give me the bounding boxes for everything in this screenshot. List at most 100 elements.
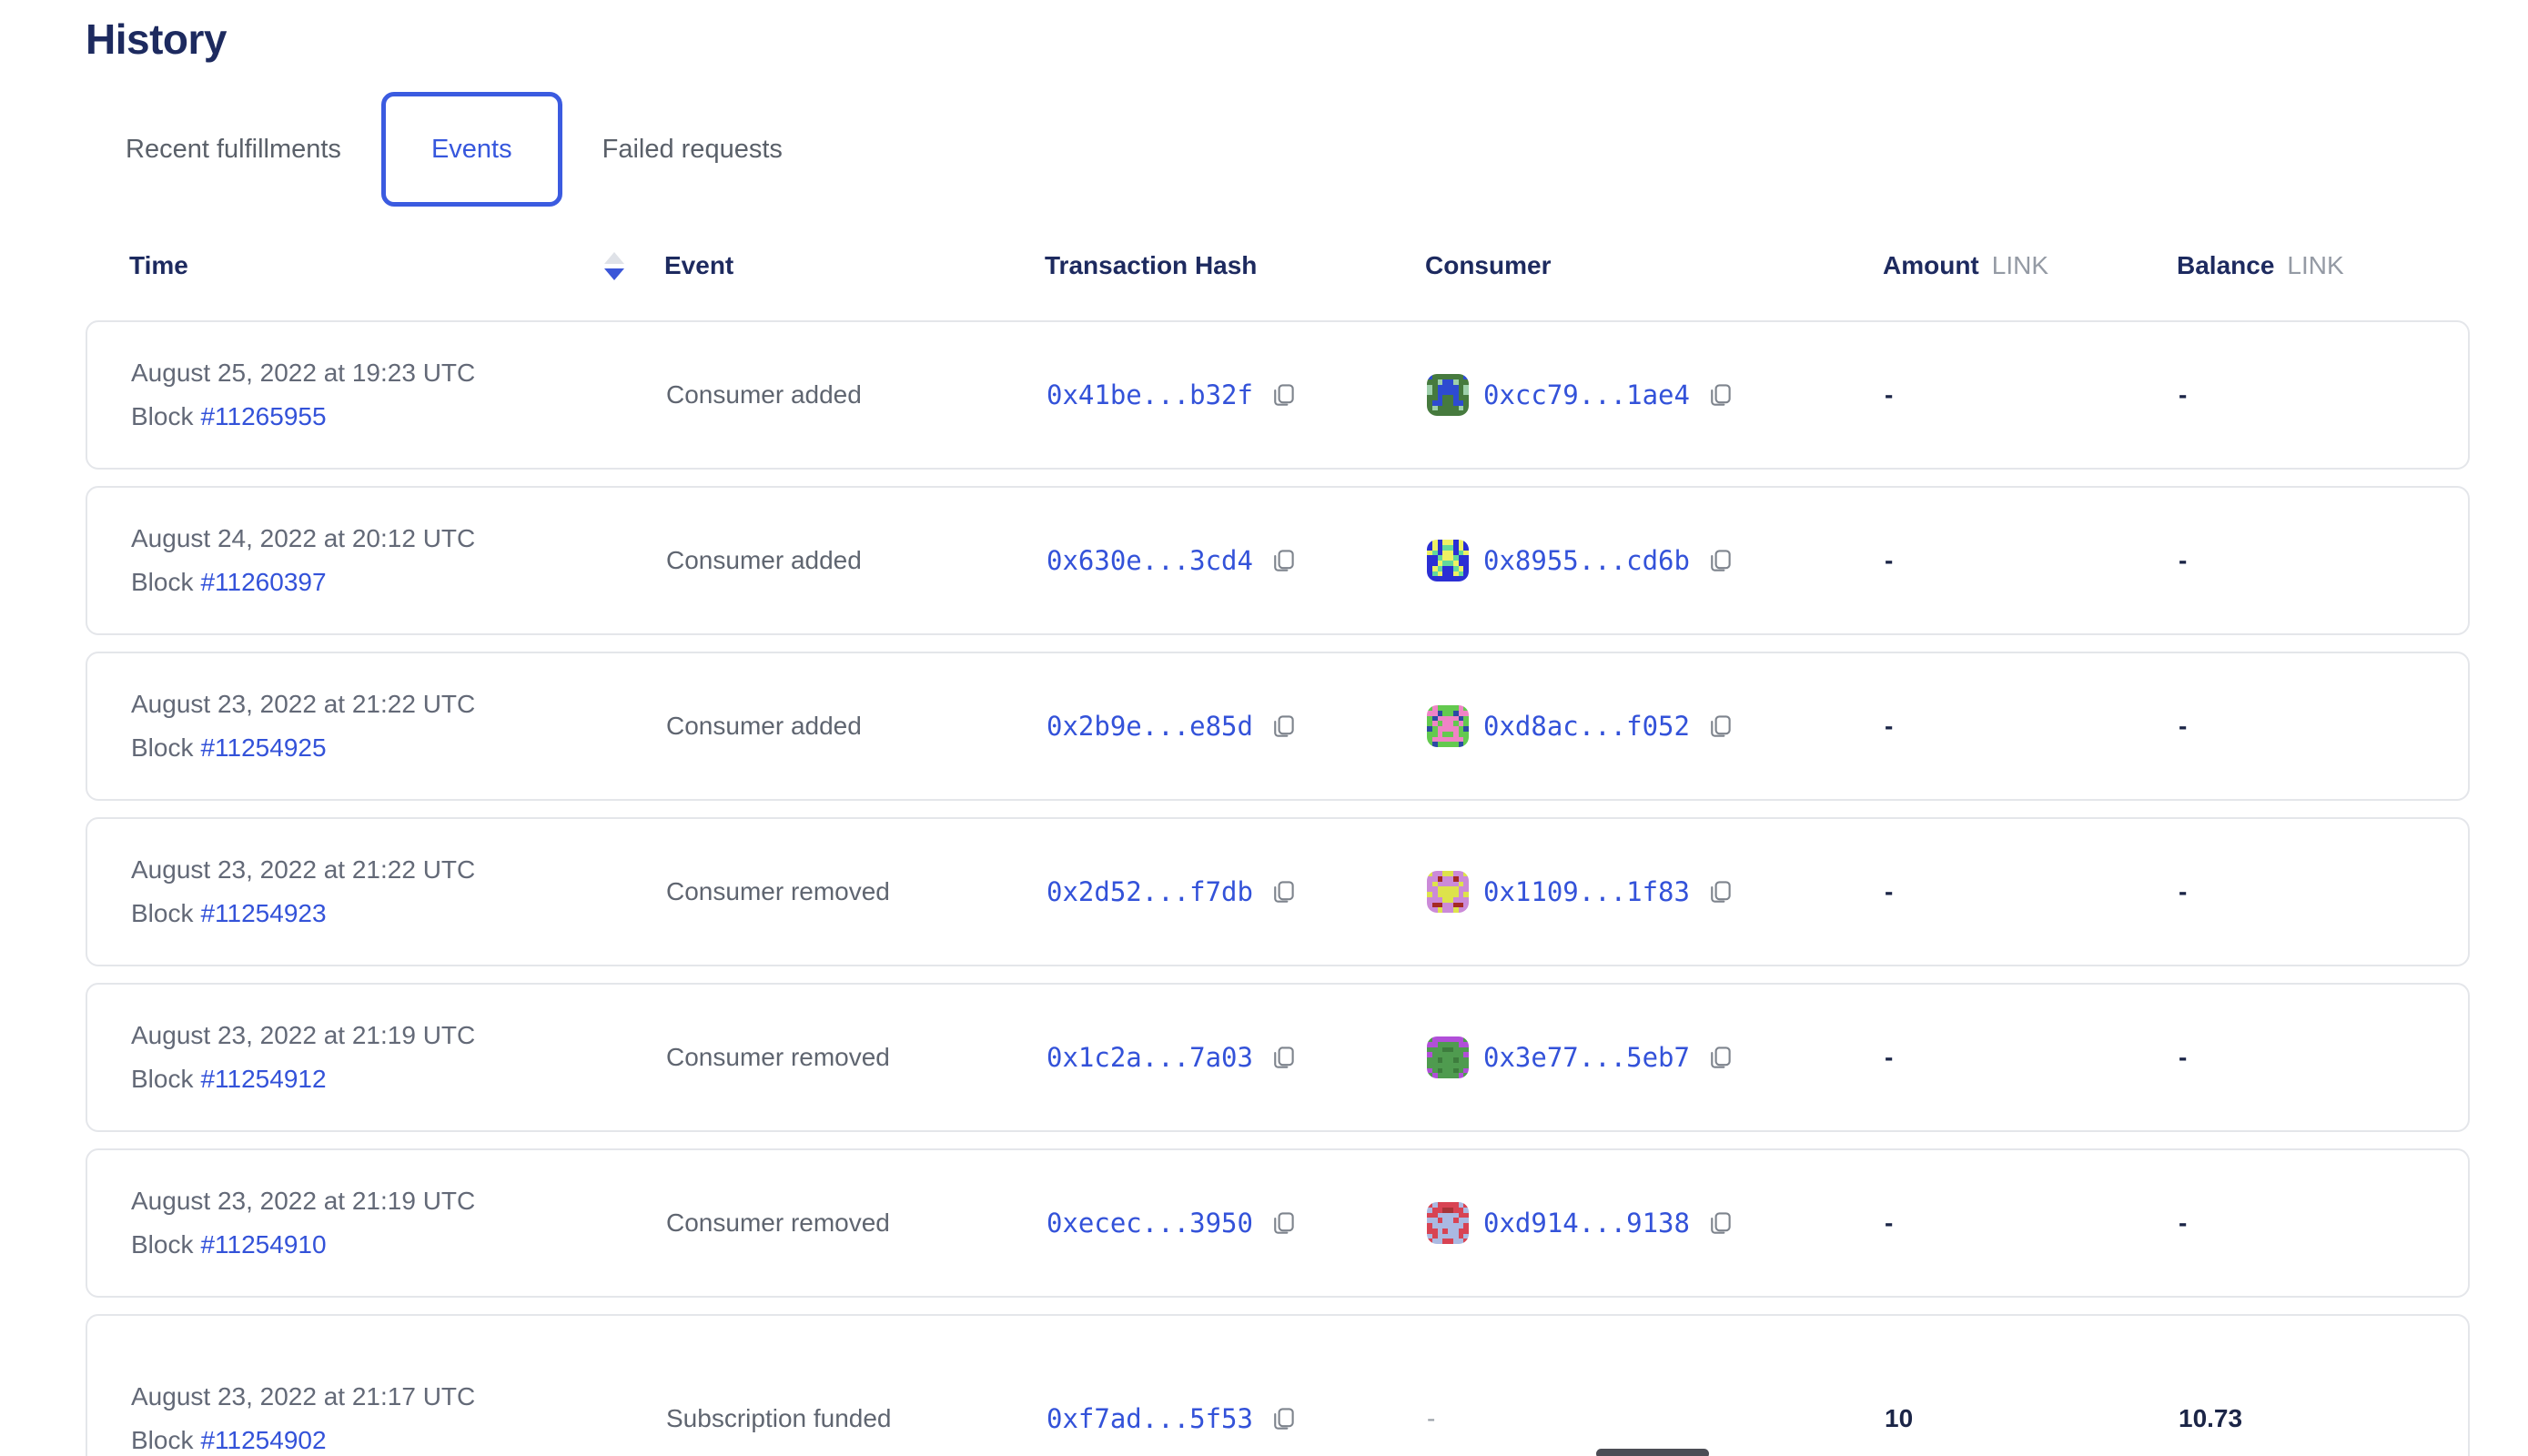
balance-unit-label: LINK <box>2287 251 2344 279</box>
column-header-transaction-hash: Transaction Hash <box>1045 251 1258 279</box>
time-cell: August 24, 2022 at 20:12 UTC Block #11260… <box>131 524 666 597</box>
block-label: Block <box>131 1065 194 1093</box>
block-line: Block #11254912 <box>131 1065 666 1094</box>
transaction-hash-link[interactable]: 0xecec...3950 <box>1047 1208 1253 1239</box>
block-line: Block #11265955 <box>131 402 666 431</box>
time-cell: August 23, 2022 at 21:22 UTC Block #11254… <box>131 690 666 763</box>
block-label: Block <box>131 733 194 762</box>
block-line: Block #11254902 <box>131 1426 666 1455</box>
copy-icon[interactable] <box>1706 547 1734 574</box>
block-number-link[interactable]: #11254925 <box>200 733 327 762</box>
copy-icon[interactable] <box>1269 1209 1297 1237</box>
row-timestamp: August 23, 2022 at 21:22 UTC <box>131 690 476 718</box>
event-type: Consumer added <box>666 546 862 574</box>
copy-icon[interactable] <box>1706 1209 1734 1237</box>
copy-icon[interactable] <box>1269 878 1297 905</box>
transaction-hash-cell: 0xecec...3950 <box>1047 1208 1427 1239</box>
transaction-hash-link[interactable]: 0x1c2a...7a03 <box>1047 1042 1253 1073</box>
consumer-cell: 0xcc79...1ae4 <box>1427 374 1885 416</box>
event-type: Subscription funded <box>666 1404 892 1432</box>
table-row: August 24, 2022 at 20:12 UTC Block #11260… <box>86 486 2470 635</box>
table-row: August 23, 2022 at 21:17 UTC Block #11254… <box>86 1314 2470 1456</box>
event-type: Consumer removed <box>666 877 890 905</box>
block-label: Block <box>131 899 194 927</box>
consumer-address-link[interactable]: 0xcc79...1ae4 <box>1483 379 1690 410</box>
balance-value: - <box>2179 380 2188 409</box>
block-label: Block <box>131 1426 194 1454</box>
block-label: Block <box>131 402 194 430</box>
block-number-link[interactable]: #11265955 <box>200 402 327 430</box>
consumer-identicon <box>1427 540 1469 581</box>
balance-value: - <box>2179 1208 2188 1237</box>
copy-icon[interactable] <box>1706 381 1734 409</box>
balance-value: - <box>2179 877 2188 905</box>
consumer-address-link[interactable]: 0xd914...9138 <box>1483 1208 1690 1239</box>
time-cell: August 23, 2022 at 21:19 UTC Block #11254… <box>131 1021 666 1094</box>
block-line: Block #11254910 <box>131 1230 666 1259</box>
consumer-empty-value: - <box>1427 1404 1436 1432</box>
tab-events[interactable]: Events <box>380 92 562 207</box>
consumer-address-link[interactable]: 0x8955...cd6b <box>1483 545 1690 576</box>
transaction-hash-link[interactable]: 0x630e...3cd4 <box>1047 545 1253 576</box>
block-number-link[interactable]: #11254902 <box>200 1426 327 1454</box>
table-row: August 23, 2022 at 21:22 UTC Block #11254… <box>86 652 2470 801</box>
sort-indicator[interactable] <box>604 251 624 280</box>
copy-icon[interactable] <box>1706 713 1734 740</box>
transaction-hash-link[interactable]: 0xf7ad...5f53 <box>1047 1403 1253 1434</box>
block-number-link[interactable]: #11260397 <box>200 568 327 596</box>
consumer-cell: 0x8955...cd6b <box>1427 540 1885 581</box>
transaction-hash-link[interactable]: 0x2d52...f7db <box>1047 876 1253 907</box>
transaction-hash-cell: 0x41be...b32f <box>1047 379 1427 410</box>
time-cell: August 23, 2022 at 21:22 UTC Block #11254… <box>131 855 666 928</box>
block-number-link[interactable]: #11254923 <box>200 899 327 927</box>
block-line: Block #11254925 <box>131 733 666 763</box>
transaction-hash-link[interactable]: 0x41be...b32f <box>1047 379 1253 410</box>
transaction-hash-cell: 0x2d52...f7db <box>1047 876 1427 907</box>
amount-value: - <box>1885 712 1894 740</box>
time-cell: August 23, 2022 at 21:19 UTC Block #11254… <box>131 1187 666 1259</box>
column-header-time[interactable]: Time <box>129 251 664 280</box>
transaction-hash-cell: 0x630e...3cd4 <box>1047 545 1427 576</box>
tab-failed-requests[interactable]: Failed requests <box>602 134 783 164</box>
consumer-cell: 0x1109...1f83 <box>1427 871 1885 913</box>
transaction-hash-cell: 0x1c2a...7a03 <box>1047 1042 1427 1073</box>
transaction-hash-link[interactable]: 0x2b9e...e85d <box>1047 711 1253 742</box>
time-cell: August 25, 2022 at 19:23 UTC Block #11265… <box>131 359 666 431</box>
consumer-identicon <box>1427 705 1469 747</box>
row-timestamp: August 23, 2022 at 21:17 UTC <box>131 1382 476 1410</box>
copy-icon[interactable] <box>1706 878 1734 905</box>
consumer-address-link[interactable]: 0x1109...1f83 <box>1483 876 1690 907</box>
amount-label: Amount <box>1883 251 1979 279</box>
balance-value: - <box>2179 546 2188 574</box>
copy-icon[interactable] <box>1269 1405 1297 1432</box>
consumer-address-link[interactable]: 0xd8ac...f052 <box>1483 711 1690 742</box>
event-type: Consumer added <box>666 380 862 409</box>
consumer-identicon <box>1427 1202 1469 1244</box>
copy-icon[interactable] <box>1706 1044 1734 1071</box>
horizontal-scrollbar-thumb[interactable] <box>1596 1449 1709 1456</box>
block-number-link[interactable]: #11254910 <box>200 1230 327 1259</box>
column-header-time-label: Time <box>129 251 188 279</box>
column-header-amount: Amount LINK <box>1883 251 2177 280</box>
copy-icon[interactable] <box>1269 1044 1297 1071</box>
sort-descending-icon <box>604 268 624 280</box>
copy-icon[interactable] <box>1269 547 1297 574</box>
balance-value: - <box>2179 712 2188 740</box>
consumer-identicon <box>1427 871 1469 913</box>
copy-icon[interactable] <box>1269 713 1297 740</box>
copy-icon[interactable] <box>1269 381 1297 409</box>
sort-ascending-icon <box>604 251 624 264</box>
block-line: Block #11254923 <box>131 899 666 928</box>
amount-value: - <box>1885 877 1894 905</box>
block-label: Block <box>131 568 194 596</box>
balance-value: 10.73 <box>2179 1404 2243 1432</box>
table-row: August 23, 2022 at 21:22 UTC Block #11254… <box>86 817 2470 966</box>
consumer-address-link[interactable]: 0x3e77...5eb7 <box>1483 1042 1690 1073</box>
tab-recent-fulfillments[interactable]: Recent fulfillments <box>126 134 341 164</box>
block-number-link[interactable]: #11254912 <box>200 1065 327 1093</box>
consumer-cell: - <box>1427 1404 1885 1433</box>
row-timestamp: August 23, 2022 at 21:22 UTC <box>131 855 476 884</box>
block-line: Block #11260397 <box>131 568 666 597</box>
event-type: Consumer removed <box>666 1043 890 1071</box>
